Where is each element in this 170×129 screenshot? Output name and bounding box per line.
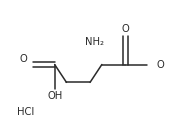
Text: O: O xyxy=(20,54,27,64)
Text: O: O xyxy=(122,24,129,34)
Text: HCl: HCl xyxy=(17,107,35,117)
Text: OH: OH xyxy=(47,91,62,101)
Text: O: O xyxy=(157,59,164,70)
Text: NH₂: NH₂ xyxy=(85,37,104,47)
